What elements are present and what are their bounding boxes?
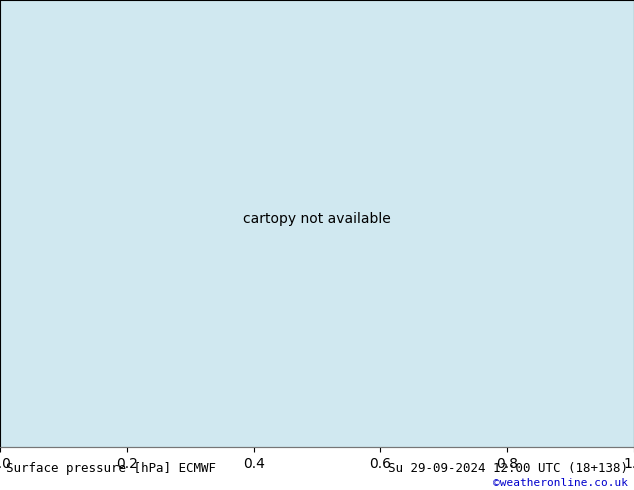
- Text: cartopy not available: cartopy not available: [243, 213, 391, 226]
- Text: Su 29-09-2024 12:00 UTC (18+138): Su 29-09-2024 12:00 UTC (18+138): [387, 462, 628, 475]
- Text: ©weatheronline.co.uk: ©weatheronline.co.uk: [493, 478, 628, 488]
- Text: Surface pressure [hPa] ECMWF: Surface pressure [hPa] ECMWF: [6, 462, 216, 475]
